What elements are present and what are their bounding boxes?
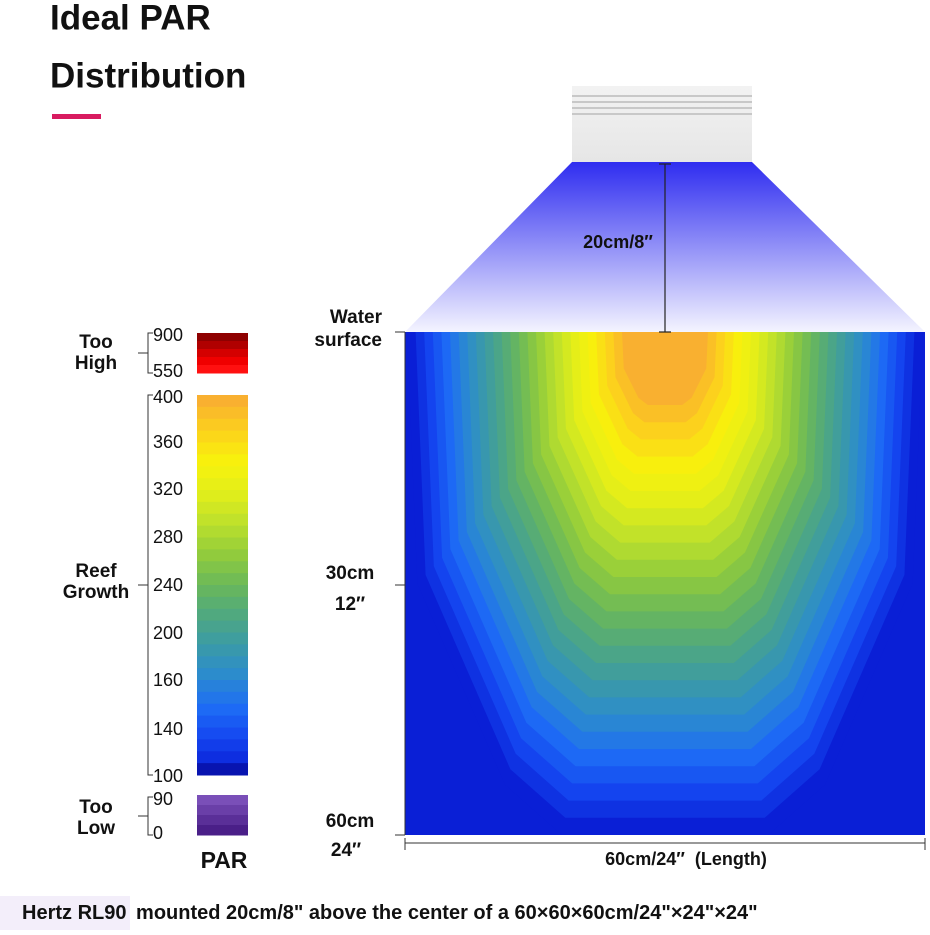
length-label: 60cm/24″ (Length) bbox=[605, 849, 767, 869]
legend-tick-label: 140 bbox=[153, 719, 183, 739]
lamp bbox=[572, 86, 752, 162]
depth-label: 30cm bbox=[326, 563, 375, 584]
water-surface-label: surface bbox=[314, 330, 382, 351]
low-swatch bbox=[197, 795, 248, 806]
growth-swatch bbox=[197, 763, 248, 776]
growth-swatch bbox=[197, 418, 248, 432]
growth-swatch bbox=[197, 478, 248, 491]
growth-swatch bbox=[197, 656, 248, 669]
low-swatch bbox=[197, 805, 248, 816]
legend-group-label: Low bbox=[77, 818, 115, 839]
growth-swatch bbox=[197, 620, 248, 633]
water-surface-label: Water bbox=[330, 307, 383, 328]
high-swatch bbox=[197, 333, 248, 342]
growth-swatch bbox=[197, 501, 248, 515]
growth-swatch bbox=[197, 537, 248, 550]
growth-swatch bbox=[197, 691, 248, 705]
infographic: Ideal PARDistributionTooHigh900550ReefGr… bbox=[50, 0, 926, 873]
legend-tick-label: 550 bbox=[153, 361, 183, 381]
legend-group-label: Too bbox=[79, 797, 112, 818]
depth-label: 24″ bbox=[331, 840, 361, 861]
growth-swatch bbox=[197, 442, 248, 455]
high-swatch bbox=[197, 357, 248, 366]
legend-tick-label: 160 bbox=[153, 670, 183, 690]
legend-group-label: Reef bbox=[75, 561, 117, 582]
growth-swatch bbox=[197, 490, 248, 503]
axes bbox=[395, 331, 926, 850]
growth-swatch bbox=[197, 573, 248, 586]
high-swatch bbox=[197, 349, 248, 358]
growth-swatch bbox=[197, 715, 248, 728]
depth-label: 12″ bbox=[335, 594, 365, 615]
high-swatch bbox=[197, 341, 248, 350]
growth-swatch bbox=[197, 549, 248, 562]
lamp-stripes bbox=[572, 95, 752, 115]
legend-tick-label: 100 bbox=[153, 766, 183, 786]
growth-swatch bbox=[197, 680, 248, 693]
footer-description: mounted 20cm/8" above the center of a 60… bbox=[136, 902, 758, 924]
growth-swatch bbox=[197, 561, 248, 574]
growth-swatch bbox=[197, 406, 248, 420]
growth-swatch bbox=[197, 395, 248, 408]
high-swatch bbox=[197, 365, 248, 374]
growth-swatch bbox=[197, 596, 248, 610]
legend-tick-label: 240 bbox=[153, 575, 183, 595]
height-marker bbox=[659, 163, 671, 333]
growth-swatch bbox=[197, 739, 248, 752]
title: Ideal PAR bbox=[50, 0, 211, 37]
title-underline bbox=[52, 114, 101, 119]
legend-tick-label: 900 bbox=[153, 325, 183, 345]
legend-tick-label: 400 bbox=[153, 387, 183, 407]
footer: Hertz RL90 mounted 20cm/8" above the cen… bbox=[0, 896, 930, 930]
title: Distribution bbox=[50, 56, 246, 95]
low-swatch bbox=[197, 825, 248, 836]
growth-swatch bbox=[197, 513, 248, 527]
legend-tick-label: 280 bbox=[153, 527, 183, 547]
growth-swatch bbox=[197, 430, 248, 443]
heat-layer bbox=[622, 332, 708, 405]
legend-tick-label: 90 bbox=[153, 789, 173, 809]
legend-tick-label: 0 bbox=[153, 823, 163, 843]
heatmap bbox=[405, 332, 925, 835]
legend-tick-label: 360 bbox=[153, 432, 183, 452]
mount-height: 20cm/8″ bbox=[583, 232, 653, 252]
growth-swatch bbox=[197, 703, 248, 717]
depth-label: 60cm bbox=[326, 811, 375, 832]
growth-swatch bbox=[197, 727, 248, 740]
growth-swatch bbox=[197, 454, 248, 467]
legend-group-label: Growth bbox=[63, 582, 130, 603]
color-scale bbox=[197, 333, 248, 836]
growth-swatch bbox=[197, 608, 248, 622]
product-name: Hertz RL90 bbox=[0, 896, 131, 930]
growth-swatch bbox=[197, 525, 248, 538]
growth-swatch bbox=[197, 585, 248, 598]
growth-swatch bbox=[197, 751, 248, 764]
legend-group-label: High bbox=[75, 353, 117, 374]
growth-swatch bbox=[197, 668, 248, 681]
growth-swatch bbox=[197, 644, 248, 657]
legend-group-label: Too bbox=[79, 332, 112, 353]
growth-swatch bbox=[197, 632, 248, 645]
legend-unit: PAR bbox=[201, 847, 248, 873]
growth-swatch bbox=[197, 466, 248, 479]
low-swatch bbox=[197, 815, 248, 826]
legend-brackets bbox=[138, 332, 153, 836]
legend-tick-label: 320 bbox=[153, 479, 183, 499]
legend-tick-label: 200 bbox=[153, 623, 183, 643]
